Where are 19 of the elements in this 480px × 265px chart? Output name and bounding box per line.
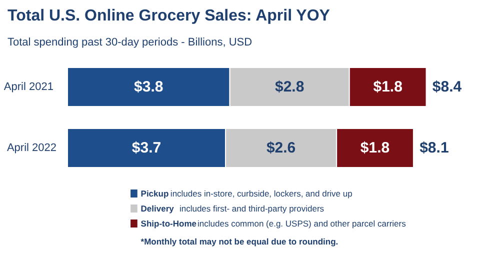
legend-label: Ship-to-Home bbox=[140, 218, 197, 228]
data-label: $1.8 bbox=[373, 78, 402, 96]
data-label: $2.8 bbox=[275, 78, 304, 96]
y-tick-label: April 2021 bbox=[4, 81, 54, 94]
text: includes first- and third-party providers bbox=[179, 204, 324, 214]
data-label: $3.7 bbox=[132, 139, 162, 156]
data-label: $2.6 bbox=[266, 139, 296, 156]
chart-title: Total U.S. Online Grocery Sales: April YOY bbox=[8, 8, 330, 24]
data-label: $3.8 bbox=[134, 78, 164, 96]
chart-subtitle: Total spending past 30-day periods - Billions, USD bbox=[8, 36, 252, 48]
total-label: $8.1 bbox=[420, 139, 449, 156]
total-label: $8.4 bbox=[432, 78, 462, 96]
legend-label: Pickup bbox=[140, 188, 169, 198]
legend-label: Delivery bbox=[140, 204, 174, 214]
data-label: $1.8 bbox=[360, 139, 390, 156]
y-tick-label: April 2022 bbox=[6, 142, 57, 154]
text: *Monthly total may not be equal due to rounding. bbox=[140, 236, 338, 246]
text: includes common (e.g. USPS) and other parcel carriers bbox=[198, 218, 406, 228]
text: includes in-store, curbside, lockers, and drive up bbox=[170, 188, 353, 198]
